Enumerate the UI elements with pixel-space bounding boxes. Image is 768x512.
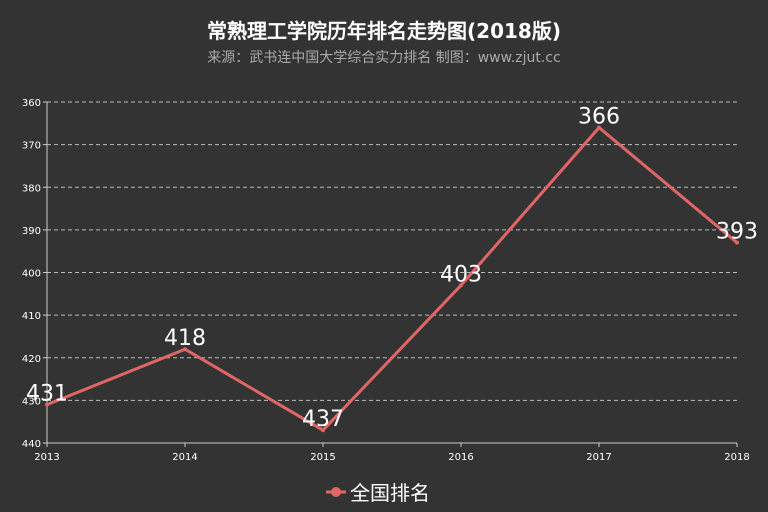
data-point (597, 125, 601, 130)
x-tick-label: 2013 (34, 452, 59, 463)
data-label: 418 (164, 326, 206, 351)
y-tick-label: 360 (22, 98, 41, 109)
y-tick-label: 430 (22, 396, 41, 407)
y-tick-label: 390 (22, 226, 41, 237)
series-line (46, 126, 738, 432)
series-layer (45, 125, 739, 433)
x-tick-label: 2014 (172, 452, 197, 463)
data-labels: 431 418 437 403 366 393 (26, 105, 758, 433)
data-point (183, 347, 187, 352)
data-label: 393 (716, 220, 758, 245)
y-tick-label: 440 (22, 439, 41, 450)
chart-subtitle: 来源：武书连中国大学综合实力排名 制图：www.zjut.cc (207, 50, 560, 66)
legend-label: 全国排名 (350, 481, 430, 505)
legend[interactable]: 全国排名 (326, 481, 430, 505)
legend-marker-icon (331, 487, 341, 497)
data-point (459, 283, 463, 288)
data-label: 437 (302, 407, 344, 432)
axes: 360 370 380 390 400 410 420 430 440 2013 2014 2015 2… (22, 98, 750, 463)
data-label: 366 (578, 105, 620, 130)
y-tick-label: 400 (22, 269, 41, 280)
x-tick-label: 2015 (310, 452, 335, 463)
data-point (45, 402, 49, 407)
data-point (321, 428, 325, 433)
y-tick-label: 380 (22, 183, 41, 194)
y-tick-label: 420 (22, 354, 41, 365)
x-tick-label: 2017 (586, 452, 611, 463)
chart-title: 常熟理工学院历年排名走势图(2018版) (207, 19, 561, 43)
x-tick-label: 2018 (724, 452, 749, 463)
data-label: 431 (26, 382, 68, 407)
data-point (735, 240, 739, 245)
y-tick-label: 410 (22, 311, 41, 322)
y-tick-label: 370 (22, 141, 41, 152)
x-tick-label: 2016 (448, 452, 473, 463)
data-label: 403 (440, 262, 482, 287)
